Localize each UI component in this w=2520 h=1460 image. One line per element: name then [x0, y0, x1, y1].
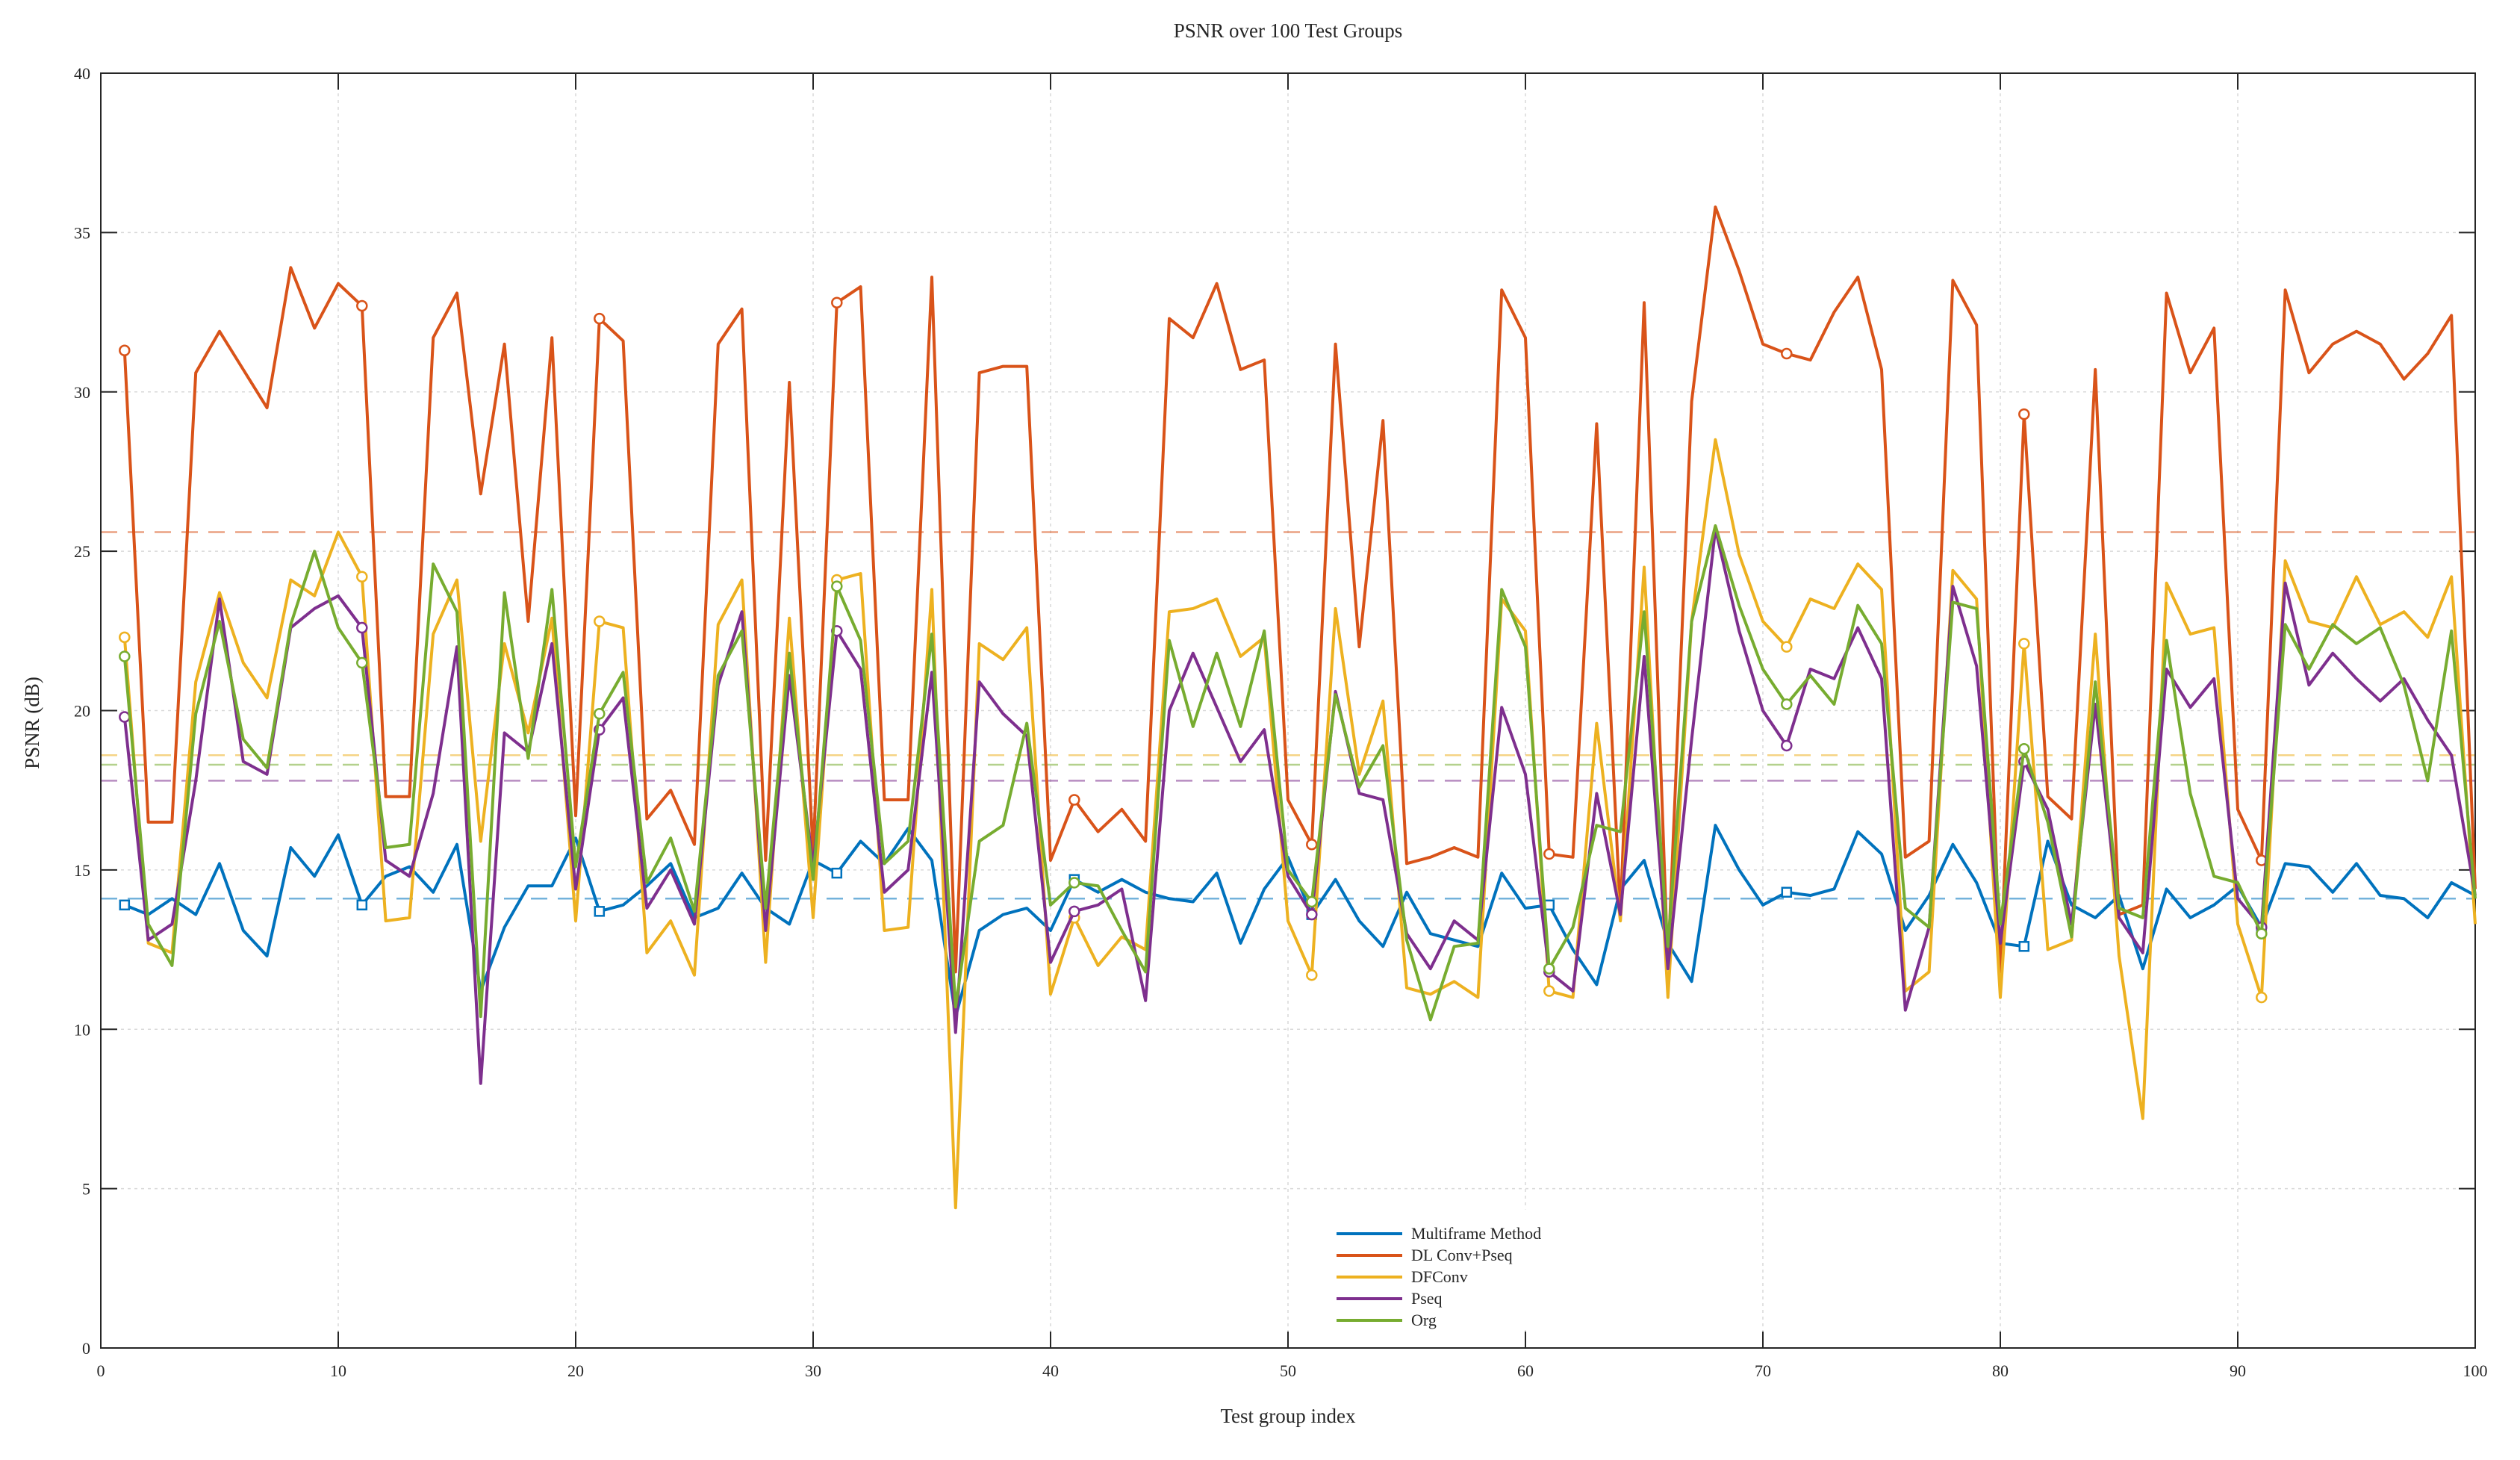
series-line [122, 205, 2477, 974]
series-marker [356, 571, 368, 583]
x-tick-label: 0 [97, 1361, 105, 1380]
series-marker [1068, 905, 1080, 918]
grid-lines [101, 73, 2475, 1348]
x-tick-label: 40 [1042, 1361, 1059, 1380]
series-marker [594, 312, 606, 325]
series-marker [119, 650, 131, 662]
series-marker [1306, 838, 1318, 851]
x-tick-label: 80 [1992, 1361, 2009, 1380]
y-tick-label: 20 [74, 702, 90, 721]
series-line [122, 524, 2477, 1022]
series-marker [2018, 742, 2030, 755]
x-axis-label: Test group index [1220, 1405, 1356, 1427]
chart-title: PSNR over 100 Test Groups [1174, 19, 1403, 42]
y-tick-label: 0 [82, 1339, 90, 1358]
y-tick-label: 25 [74, 542, 90, 561]
series-marker [831, 296, 843, 309]
axes-box [100, 72, 2476, 1349]
series-marker [1781, 698, 1793, 710]
x-tick-label: 20 [567, 1361, 584, 1380]
legend-label: Pseq [1411, 1289, 1443, 1308]
series-marker [119, 711, 131, 723]
y-tick-label: 30 [74, 383, 90, 402]
series-marker [831, 580, 843, 592]
x-tick-label: 70 [1755, 1361, 1771, 1380]
legend-label: Multiframe Method [1411, 1224, 1541, 1243]
series-marker [119, 899, 131, 911]
series-marker [594, 708, 606, 720]
x-tick-label: 10 [330, 1361, 346, 1380]
legend: Multiframe Method DL Conv+Pseq DFConv Pseq O… [1328, 1209, 1541, 1330]
series-marker [1781, 739, 1793, 752]
series-group [119, 205, 2477, 974]
series-marker [594, 906, 606, 917]
series-marker [1068, 877, 1080, 889]
series-marker [1543, 848, 1555, 860]
series-marker [356, 621, 368, 634]
legend-box [1328, 1209, 1531, 1330]
series-marker [2018, 941, 2030, 952]
series-marker [119, 631, 131, 644]
series-marker [1781, 886, 1793, 898]
series-marker [2256, 991, 2268, 1004]
series-marker [2018, 638, 2030, 650]
y-tick-label: 40 [74, 64, 90, 83]
tick-labels: 0 10 20 30 40 50 60 70 80 90 100 0 5 10 15 20 25 30 35 40 [74, 64, 2488, 1380]
legend-label: DL Conv+Pseq [1411, 1246, 1513, 1264]
x-tick-label: 60 [1517, 1361, 1534, 1380]
series-marker [1543, 963, 1555, 975]
x-tick-label: 50 [1280, 1361, 1296, 1380]
mean-lines [101, 531, 2475, 900]
series-marker [1306, 969, 1318, 981]
series-marker [356, 656, 368, 669]
series-marker [119, 344, 131, 357]
series-marker [356, 899, 368, 911]
series-line [122, 438, 2477, 1210]
series-marker [1306, 895, 1318, 908]
series-marker [1781, 641, 1793, 653]
y-tick-label: 10 [74, 1020, 90, 1039]
legend-label: DFConv [1411, 1267, 1468, 1286]
series-marker [594, 615, 606, 627]
series-marker [1306, 908, 1318, 921]
series-marker [1781, 347, 1793, 360]
series-lines [119, 205, 2477, 1210]
y-axis-label: PSNR (dB) [21, 677, 43, 769]
y-tick-label: 35 [74, 223, 90, 242]
series-marker [1543, 985, 1555, 997]
series-group [119, 524, 2477, 1022]
series-marker [2018, 408, 2030, 420]
series-marker [2256, 928, 2268, 939]
x-tick-label: 100 [2463, 1361, 2488, 1380]
legend-label: Org [1411, 1311, 1437, 1329]
series-marker [1068, 794, 1080, 806]
x-tick-label: 30 [805, 1361, 821, 1380]
y-tick-label: 15 [74, 861, 90, 880]
y-tick-label: 5 [82, 1180, 90, 1199]
series-marker [356, 299, 368, 312]
x-tick-label: 90 [2230, 1361, 2246, 1380]
series-marker [831, 867, 843, 879]
